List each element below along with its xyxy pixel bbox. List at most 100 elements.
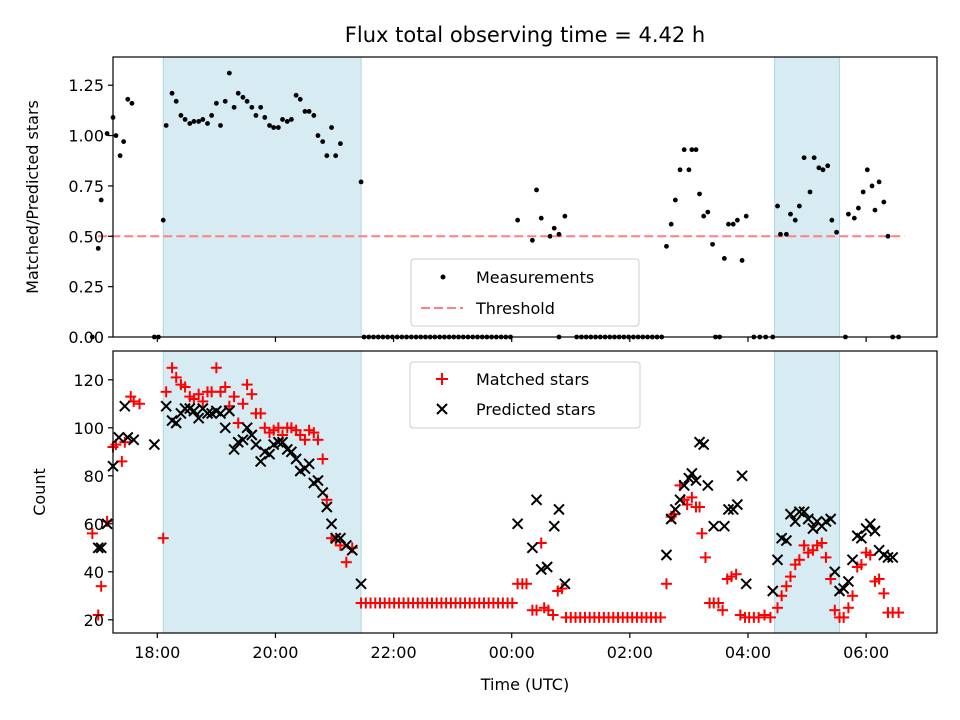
predicted-star-point <box>660 549 673 561</box>
matched-star-point <box>520 578 532 590</box>
predicted-star-point <box>127 434 140 446</box>
predicted-star-point <box>722 503 735 516</box>
bottom-panel: 20 40 60 80 100 120 18:00 20:00 22:00 00:00 02:00… <box>30 350 938 694</box>
predicted-star-point <box>824 513 837 525</box>
measurement-point <box>89 334 95 340</box>
predicted-star-point <box>92 542 104 554</box>
predicted-star-point <box>771 554 784 566</box>
predicted-star-point <box>767 585 779 597</box>
matched-star-point <box>696 527 708 539</box>
matched-star-point <box>717 604 729 616</box>
matched-star-point <box>160 386 172 398</box>
x-tick-label: 22:00 <box>371 643 417 662</box>
measurement-point <box>311 113 317 118</box>
matched-star-point <box>157 532 169 544</box>
matched-star-point <box>764 611 776 623</box>
predicted-star-point <box>535 563 547 576</box>
matched-star-point <box>506 597 518 609</box>
measurement-point <box>705 209 711 215</box>
measurement-point <box>253 113 259 118</box>
matched-star-point <box>299 434 311 446</box>
predicted-star-point <box>842 575 855 588</box>
measurement-point <box>807 189 813 195</box>
predicted-star-point <box>718 520 731 532</box>
measurement-point <box>686 167 692 173</box>
matched-star-point <box>780 580 792 592</box>
predicted-star-point <box>160 400 172 412</box>
predicted-star-point <box>272 436 285 448</box>
predicted-star-point <box>789 515 801 528</box>
predicted-star-point <box>864 518 876 530</box>
measurement-point <box>788 211 793 217</box>
predicted-star-point <box>690 474 702 487</box>
measurement-point <box>869 183 875 189</box>
top-y-ticks: 0.00 0.25 0.50 0.75 1.00 1.25 <box>68 76 113 347</box>
matched-star-point <box>798 539 810 551</box>
measurement-point <box>834 229 839 235</box>
matched-star-point <box>694 501 706 513</box>
measurement-point <box>881 199 887 205</box>
matched-star-point <box>285 422 297 434</box>
measurement-point <box>739 258 745 263</box>
matched-star-point <box>772 602 784 614</box>
predicted-star-point <box>869 525 881 537</box>
predicted-star-point <box>321 501 333 513</box>
measurement-point <box>129 100 135 106</box>
matched-star-point <box>92 609 104 621</box>
measurement-point <box>872 207 878 213</box>
measurement-point <box>811 155 817 161</box>
predicted-stars-points <box>92 400 899 597</box>
matched-star-point <box>686 491 698 503</box>
matched-star-point <box>312 434 324 446</box>
predicted-star-point <box>559 578 571 590</box>
top-y-axis-label: Matched/Predicted stars <box>23 100 42 294</box>
predicted-star-point <box>829 566 841 578</box>
predicted-star-point <box>736 470 748 482</box>
matched-star-point <box>237 398 249 410</box>
measurement-point <box>302 108 308 114</box>
x-tick-label: 04:00 <box>725 643 771 662</box>
matched-star-point <box>655 611 667 623</box>
measurement-point <box>664 243 669 249</box>
measurement-point <box>562 213 568 219</box>
predicted-star-point <box>882 551 894 564</box>
matched-star-point <box>210 362 222 374</box>
measurement-point <box>775 203 780 209</box>
predicted-star-point <box>674 494 686 506</box>
matched-star-point <box>730 568 742 580</box>
matched-star-point <box>268 424 280 436</box>
predicted-star-point <box>886 551 899 564</box>
predicted-star-point <box>553 503 565 516</box>
matched-star-point <box>878 587 890 599</box>
measurement-point <box>169 90 175 96</box>
measurement-point <box>816 165 822 171</box>
bottom-legend: Matched stars Predicted stars <box>409 361 641 429</box>
measurement-point <box>551 225 557 231</box>
measurement-point <box>556 231 562 237</box>
predicted-star-point <box>179 402 191 415</box>
legend-predicted-label: Predicted stars <box>476 400 596 419</box>
matched-star-point <box>255 407 267 419</box>
top-plot-frame <box>112 56 938 338</box>
measurement-point <box>95 245 101 251</box>
measurement-point <box>293 92 299 98</box>
top-legend: Measurements Threshold <box>410 258 640 327</box>
bottom-x-ticks: 18:00 20:00 22:00 00:00 02:00 04:00 06:00 <box>134 633 889 662</box>
measurement-point <box>275 125 281 130</box>
measurement-point <box>726 221 731 227</box>
x-tick-label: 02:00 <box>607 643 653 662</box>
measurement-point <box>681 147 687 153</box>
measurement-point <box>160 217 166 223</box>
predicted-star-point <box>346 544 358 556</box>
predicted-star-point <box>325 518 338 530</box>
measurement-point <box>258 104 264 110</box>
legend-threshold-label: Threshold <box>475 299 555 318</box>
predicted-star-point <box>148 438 161 451</box>
measurement-point <box>231 104 237 110</box>
measurement-point <box>778 231 783 237</box>
predicted-star-point <box>798 506 810 518</box>
predicted-star-point <box>665 513 677 525</box>
matched-star-point <box>842 602 854 614</box>
predicted-star-point <box>188 405 200 417</box>
predicted-star-point <box>201 407 214 420</box>
